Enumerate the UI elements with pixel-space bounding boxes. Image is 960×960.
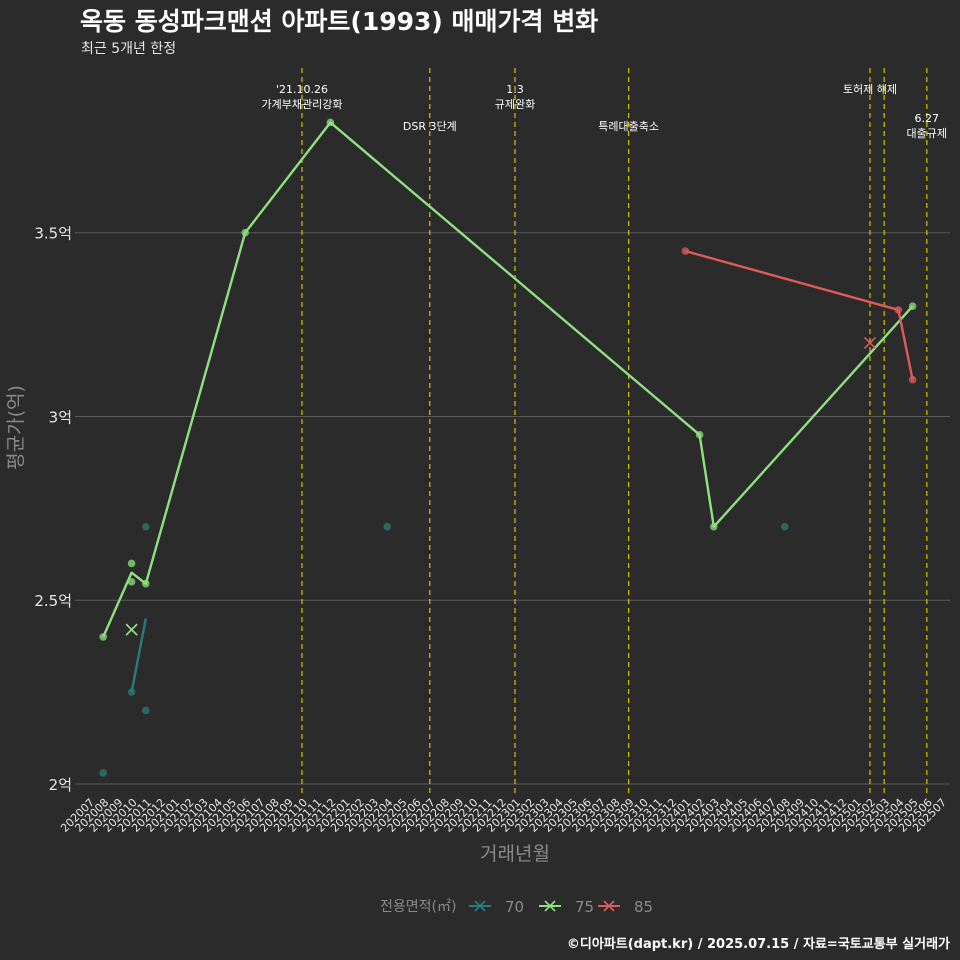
legend-label: 70	[505, 898, 524, 916]
legend-label: 85	[634, 898, 653, 916]
event-label: 토허제 해제	[843, 82, 897, 96]
event-label: 특례대출축소	[598, 120, 659, 133]
data-point-70	[99, 769, 107, 777]
event-label: '21.10.26 가계부채관리강화	[262, 83, 343, 111]
data-point-75	[326, 118, 335, 127]
y-axis-label: 평균가(억)	[5, 385, 27, 470]
data-point-70	[127, 688, 136, 696]
data-point-75	[127, 578, 136, 586]
x-marker-stroke	[863, 336, 877, 350]
x-marker-75	[125, 623, 138, 636]
event-label: 6.27 대출규제	[907, 112, 947, 140]
series-line-70	[130, 618, 147, 693]
data-point-75	[908, 302, 917, 311]
data-point-75	[241, 228, 249, 237]
y-tick-label: 3억	[49, 408, 72, 426]
series-line-85	[685, 249, 914, 380]
x-axis-label: 거래년월	[480, 843, 550, 865]
chart-subtitle: 최근 5개년 한정	[81, 41, 177, 57]
data-point-75	[99, 633, 107, 641]
data-point-70	[781, 522, 789, 531]
data-point-75	[127, 559, 136, 568]
legend-item-85: 85	[598, 898, 653, 916]
legend-swatch-x	[474, 900, 486, 912]
chart-title: 옥동 동성파크맨션 아파트(1993) 매매가격 변화	[80, 7, 599, 36]
series-line-75	[102, 121, 914, 638]
source-caption: ©디아파트(dapt.kr) / 2025.07.15 / 자료=국토교통부 실…	[566, 937, 950, 952]
data-point-85	[908, 375, 917, 384]
data-point-70	[142, 522, 150, 531]
data-point-75	[710, 522, 718, 531]
event-label: DSR 3단계	[403, 120, 457, 133]
y-tick-label: 3.5억	[34, 225, 72, 243]
legend-swatch-x	[544, 900, 556, 912]
y-tick-label: 2.5억	[34, 592, 72, 610]
legend-item-70: 70	[469, 898, 524, 916]
data-point-75	[695, 431, 704, 439]
legend-swatch-x	[603, 900, 615, 912]
y-tick-label: 2억	[49, 776, 72, 794]
x-marker-stroke	[125, 623, 138, 636]
data-point-85	[681, 247, 690, 255]
legend-label: 75	[575, 898, 594, 916]
data-point-70	[383, 522, 392, 531]
legend-title: 전용면적(㎡)	[380, 899, 456, 915]
x-marker-85	[863, 336, 877, 350]
data-point-70	[142, 706, 150, 715]
legend-item-75: 75	[539, 898, 594, 916]
data-point-85	[894, 306, 903, 314]
data-point-75	[142, 579, 150, 588]
event-label: 1.3 규제완화	[495, 83, 535, 111]
